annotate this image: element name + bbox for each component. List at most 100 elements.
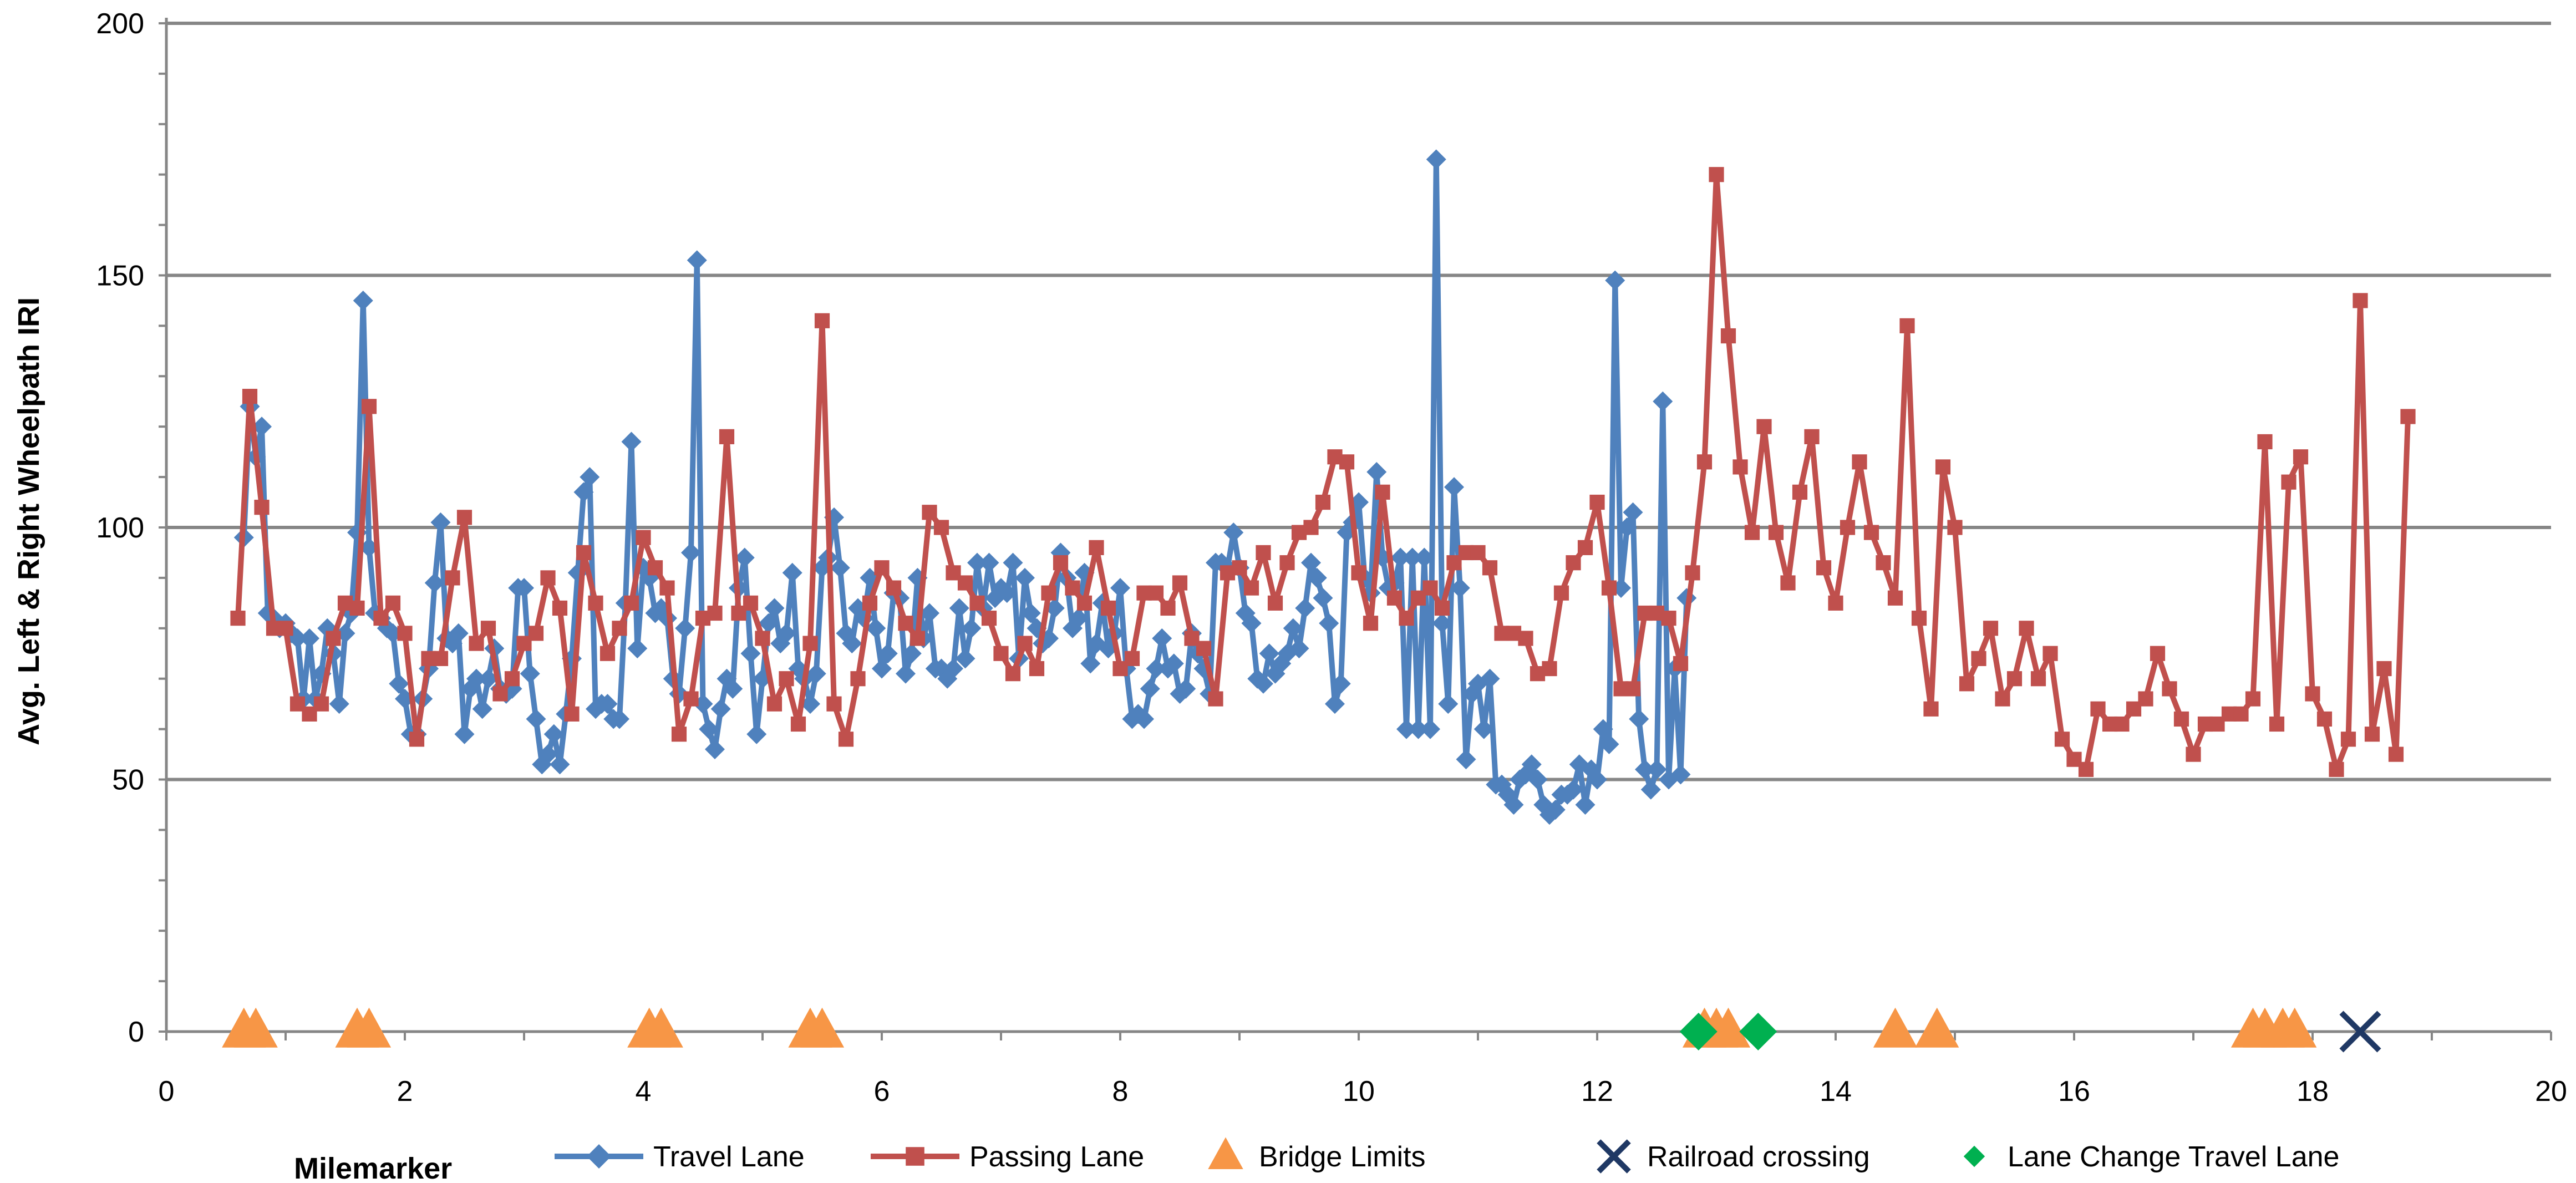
data-point [955, 648, 975, 669]
data-point [1396, 719, 1416, 739]
data-point [1640, 779, 1661, 800]
x-tick-label: 18 [2296, 1075, 2329, 1108]
data-point [705, 739, 725, 759]
data-point [1279, 555, 1295, 571]
data-point [1325, 694, 1345, 714]
x-tick-label: 8 [1112, 1075, 1129, 1108]
data-point [639, 1007, 683, 1048]
data-point [746, 724, 767, 744]
data-point [981, 611, 997, 626]
data-point [2281, 474, 2296, 490]
data-point [1587, 769, 1607, 790]
data-point [957, 575, 973, 591]
data-point [2269, 716, 2285, 732]
data-point [2162, 681, 2177, 697]
data-point [687, 250, 707, 271]
data-point [2353, 293, 2368, 308]
data-point [2150, 646, 2166, 661]
data-point [1426, 149, 1446, 170]
data-point [862, 595, 878, 611]
data-point [1983, 621, 1999, 636]
data-point [580, 467, 600, 488]
data-point [424, 572, 445, 593]
data-point [997, 583, 1017, 603]
data-point [1363, 616, 1379, 631]
data-point [1295, 598, 1315, 618]
data-point [1959, 676, 1975, 692]
data-point [1339, 454, 1355, 470]
data-point [806, 663, 826, 684]
data-point [1696, 454, 1713, 470]
data-point [1124, 651, 1140, 666]
data-point [1947, 520, 1963, 535]
data-point [1017, 636, 1033, 651]
y-axis-ticks: 0 50 100 150 200 [96, 8, 144, 1048]
data-point [830, 557, 850, 578]
data-point [1863, 525, 1879, 540]
data-point [1915, 1007, 1959, 1048]
data-point [326, 631, 341, 646]
y-tick-label: 0 [128, 1016, 144, 1048]
data-point [758, 613, 779, 633]
data-point [621, 431, 642, 452]
data-point [2293, 449, 2309, 465]
data-point [671, 727, 687, 742]
data-point [1152, 628, 1172, 648]
legend-label: Travel Lane [653, 1141, 805, 1173]
series-railroad-crossing [2339, 1011, 2381, 1053]
data-point [683, 691, 699, 707]
data-point [1756, 419, 1772, 434]
data-point [636, 530, 651, 545]
data-point [1647, 759, 1667, 780]
data-point [764, 598, 785, 618]
data-point [993, 646, 1009, 661]
data-point [492, 686, 508, 702]
data-point [922, 505, 937, 520]
data-point [576, 545, 592, 561]
data-point [361, 399, 377, 414]
y-axis-title: Avg. Left & Right Wheelpath IRI [12, 297, 45, 745]
data-point [814, 313, 830, 328]
data-point [1706, 1007, 1751, 1048]
data-point [1828, 595, 1843, 611]
data-point [1840, 520, 1856, 535]
data-point [1196, 641, 1212, 656]
data-point [1617, 517, 1637, 537]
data-point [707, 605, 723, 621]
y-tick-label: 200 [96, 8, 144, 40]
x-tick-label: 16 [2058, 1075, 2090, 1108]
data-point [2339, 1011, 2381, 1053]
data-point [2364, 727, 2380, 742]
data-point [1172, 575, 1188, 591]
x-tick-label: 14 [1820, 1075, 1852, 1108]
data-point [454, 724, 475, 744]
data-point [802, 636, 818, 651]
data-point [1887, 590, 1903, 606]
data-point [1470, 545, 1486, 561]
data-point [2273, 1007, 2317, 1048]
data-point [1553, 585, 1569, 601]
data-point [877, 643, 898, 664]
data-point [1679, 1013, 1718, 1050]
data-point [1163, 653, 1184, 674]
data-point [1041, 585, 1056, 601]
data-point [1709, 167, 1724, 182]
data-point [1601, 580, 1617, 596]
x-tick-label: 4 [636, 1075, 652, 1108]
data-point [790, 716, 806, 732]
data-point [1303, 520, 1319, 535]
data-point [1386, 590, 1403, 606]
x-tick-label: 0 [159, 1075, 175, 1108]
data-point [609, 709, 629, 729]
legend-item: Railroad crossing [1597, 1139, 1870, 1174]
data-point [472, 699, 492, 719]
data-point [1068, 608, 1089, 628]
data-point [599, 646, 616, 661]
data-point [1971, 651, 1986, 666]
data-point [433, 651, 449, 666]
y-tick-label: 100 [96, 512, 144, 544]
data-point [1503, 794, 1524, 815]
legend-item: Lane Change Travel Lane [1963, 1141, 2339, 1173]
legend-item: Travel Lane [555, 1141, 805, 1173]
